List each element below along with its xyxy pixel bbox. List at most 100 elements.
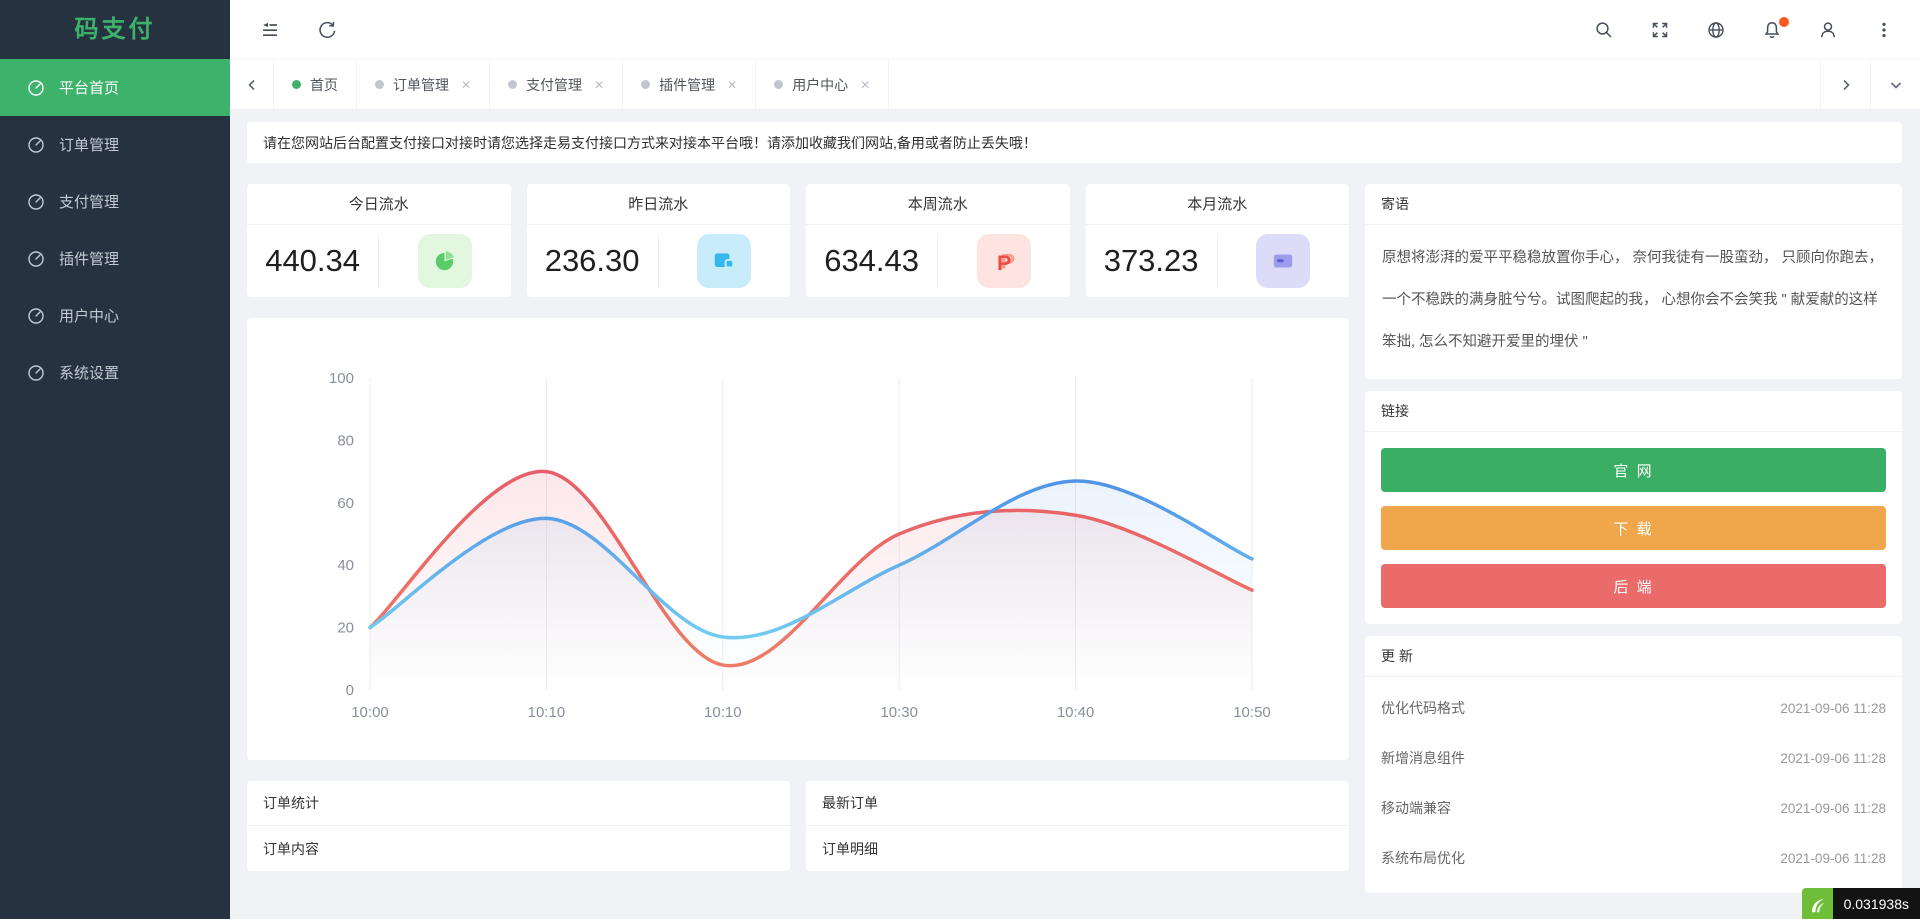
stats-row: 今日流水 440.34 <box>247 184 1349 297</box>
divider <box>657 234 659 288</box>
divider <box>378 234 380 288</box>
tab-plugins[interactable]: 插件管理 ✕ <box>623 60 757 109</box>
latest-orders-card: 最新订单 订单明细 <box>806 781 1349 871</box>
links-panel: 链接 官 网 下 载 后 端 <box>1365 391 1902 624</box>
sidebar-item-payments[interactable]: 支付管理 <box>0 173 230 230</box>
sidebar-item-settings[interactable]: 系统设置 <box>0 344 230 401</box>
tab-payments[interactable]: 支付管理 ✕ <box>490 60 624 109</box>
tab-status-dot <box>641 80 651 89</box>
stat-card-month: 本月流水 373.23 <box>1085 184 1349 297</box>
sidebar-item-label: 用户中心 <box>59 308 120 325</box>
update-label: 优化代码格式 <box>1381 700 1465 716</box>
search-icon[interactable] <box>1594 20 1614 40</box>
svg-text:10:00: 10:00 <box>351 704 389 721</box>
user-icon[interactable] <box>1818 20 1838 40</box>
tabs-scroll-left-icon[interactable] <box>230 60 274 109</box>
sidebar-item-label: 平台首页 <box>59 80 120 97</box>
sidebar-item-plugins[interactable]: 插件管理 <box>0 230 230 287</box>
gauge-icon <box>27 193 45 211</box>
sidebar-item-home[interactable]: 平台首页 <box>0 59 230 116</box>
tab-status-dot <box>508 80 518 89</box>
main-area: 首页 订单管理 ✕ 支付管理 ✕ 插件管理 ✕ <box>230 0 1920 919</box>
tabs-menu-chevron-down-icon[interactable] <box>1870 60 1920 109</box>
svg-text:10:10: 10:10 <box>704 704 742 721</box>
sidebar-nav: 平台首页 订单管理 支付管理 插件管理 <box>0 59 230 401</box>
download-button[interactable]: 下 载 <box>1381 506 1886 550</box>
app-logo: 码支付 <box>74 16 156 43</box>
flow-chart-card: 0 20 40 60 80 100 10:00 10:10 10:10 10:30 10:40 10:… <box>247 318 1349 760</box>
update-label: 系统布局优化 <box>1381 850 1465 866</box>
tab-close-icon[interactable]: ✕ <box>461 77 472 92</box>
tabs-scroll-right-icon[interactable] <box>1820 60 1870 109</box>
svg-text:80: 80 <box>337 432 354 449</box>
stat-card-yesterday: 昨日流水 236.30 <box>526 184 790 297</box>
gauge-icon <box>27 136 45 154</box>
credit-card-icon <box>1256 234 1311 288</box>
sidebar-item-label: 插件管理 <box>59 251 120 268</box>
svg-text:10:50: 10:50 <box>1233 704 1271 721</box>
sidebar-item-label: 支付管理 <box>59 194 120 211</box>
sidebar-item-label: 订单管理 <box>59 137 120 154</box>
more-vertical-icon[interactable] <box>1874 20 1894 40</box>
topbar-right <box>1594 16 1894 40</box>
gauge-icon <box>27 250 45 268</box>
sidebar-item-users[interactable]: 用户中心 <box>0 287 230 344</box>
svg-text:20: 20 <box>337 620 354 637</box>
stat-card-today: 今日流水 440.34 <box>247 184 511 297</box>
tab-close-icon[interactable]: ✕ <box>594 77 605 92</box>
gauge-icon <box>27 364 45 382</box>
card-body-text: 订单明细 <box>822 840 878 857</box>
svg-text:10:40: 10:40 <box>1057 704 1095 721</box>
card-body-text: 订单内容 <box>263 840 319 857</box>
quote-panel: 寄语 原想将澎湃的爱平平稳稳放置你手心， 奈何我徒有一股蛮劲， 只顾向你跑去， … <box>1365 184 1902 379</box>
tab-label: 首页 <box>310 76 338 93</box>
svg-text:0: 0 <box>346 682 354 699</box>
left-column: 今日流水 440.34 <box>247 184 1349 905</box>
divider <box>1216 234 1218 288</box>
tab-close-icon[interactable]: ✕ <box>727 77 738 92</box>
topbar-left <box>260 20 336 40</box>
sidebar-item-orders[interactable]: 订单管理 <box>0 116 230 173</box>
sidebar-item-label: 系统设置 <box>59 365 120 382</box>
update-item: 系统布局优化 2021-09-06 11:28 <box>1365 833 1902 883</box>
pie-chart-icon <box>417 234 472 288</box>
panel-title: 更 新 <box>1365 636 1902 677</box>
card-title: 订单统计 <box>247 781 790 826</box>
debug-badge[interactable]: 0.031938s <box>1801 888 1920 919</box>
backend-button[interactable]: 后 端 <box>1381 564 1886 608</box>
stat-value: 440.34 <box>265 243 361 278</box>
tab-home[interactable]: 首页 <box>274 60 357 109</box>
svg-text:10:10: 10:10 <box>528 704 566 721</box>
stat-title: 昨日流水 <box>526 184 790 225</box>
update-item: 优化代码格式 2021-09-06 11:28 <box>1365 683 1902 733</box>
panel-title: 寄语 <box>1365 184 1902 225</box>
card-title: 最新订单 <box>806 781 1349 826</box>
tab-status-dot <box>774 80 784 89</box>
divider <box>937 234 939 288</box>
chart-areas <box>370 471 1252 690</box>
globe-icon[interactable] <box>1706 20 1726 40</box>
tab-users[interactable]: 用户中心 ✕ <box>756 60 890 109</box>
svg-text:40: 40 <box>337 557 354 574</box>
tab-orders[interactable]: 订单管理 ✕ <box>357 60 491 109</box>
svg-text:P: P <box>997 250 1011 274</box>
svg-text:10:30: 10:30 <box>880 704 918 721</box>
tab-label: 支付管理 <box>526 76 583 93</box>
official-site-button[interactable]: 官 网 <box>1381 448 1886 492</box>
tab-label: 用户中心 <box>792 76 849 93</box>
refresh-icon[interactable] <box>316 20 336 40</box>
gauge-icon <box>27 307 45 325</box>
bottom-row: 订单统计 订单内容 最新订单 订单明细 <box>247 781 1349 871</box>
stat-value: 373.23 <box>1103 243 1199 278</box>
stat-title: 本周流水 <box>806 184 1070 225</box>
bell-icon[interactable] <box>1762 16 1789 40</box>
debug-time: 0.031938s <box>1832 888 1920 919</box>
notification-badge <box>1779 16 1789 27</box>
stat-value: 634.43 <box>824 243 920 278</box>
tab-close-icon[interactable]: ✕ <box>860 77 871 92</box>
collapse-menu-icon[interactable] <box>260 20 280 40</box>
update-label: 移动端兼容 <box>1381 800 1451 816</box>
fullscreen-icon[interactable] <box>1650 20 1670 40</box>
